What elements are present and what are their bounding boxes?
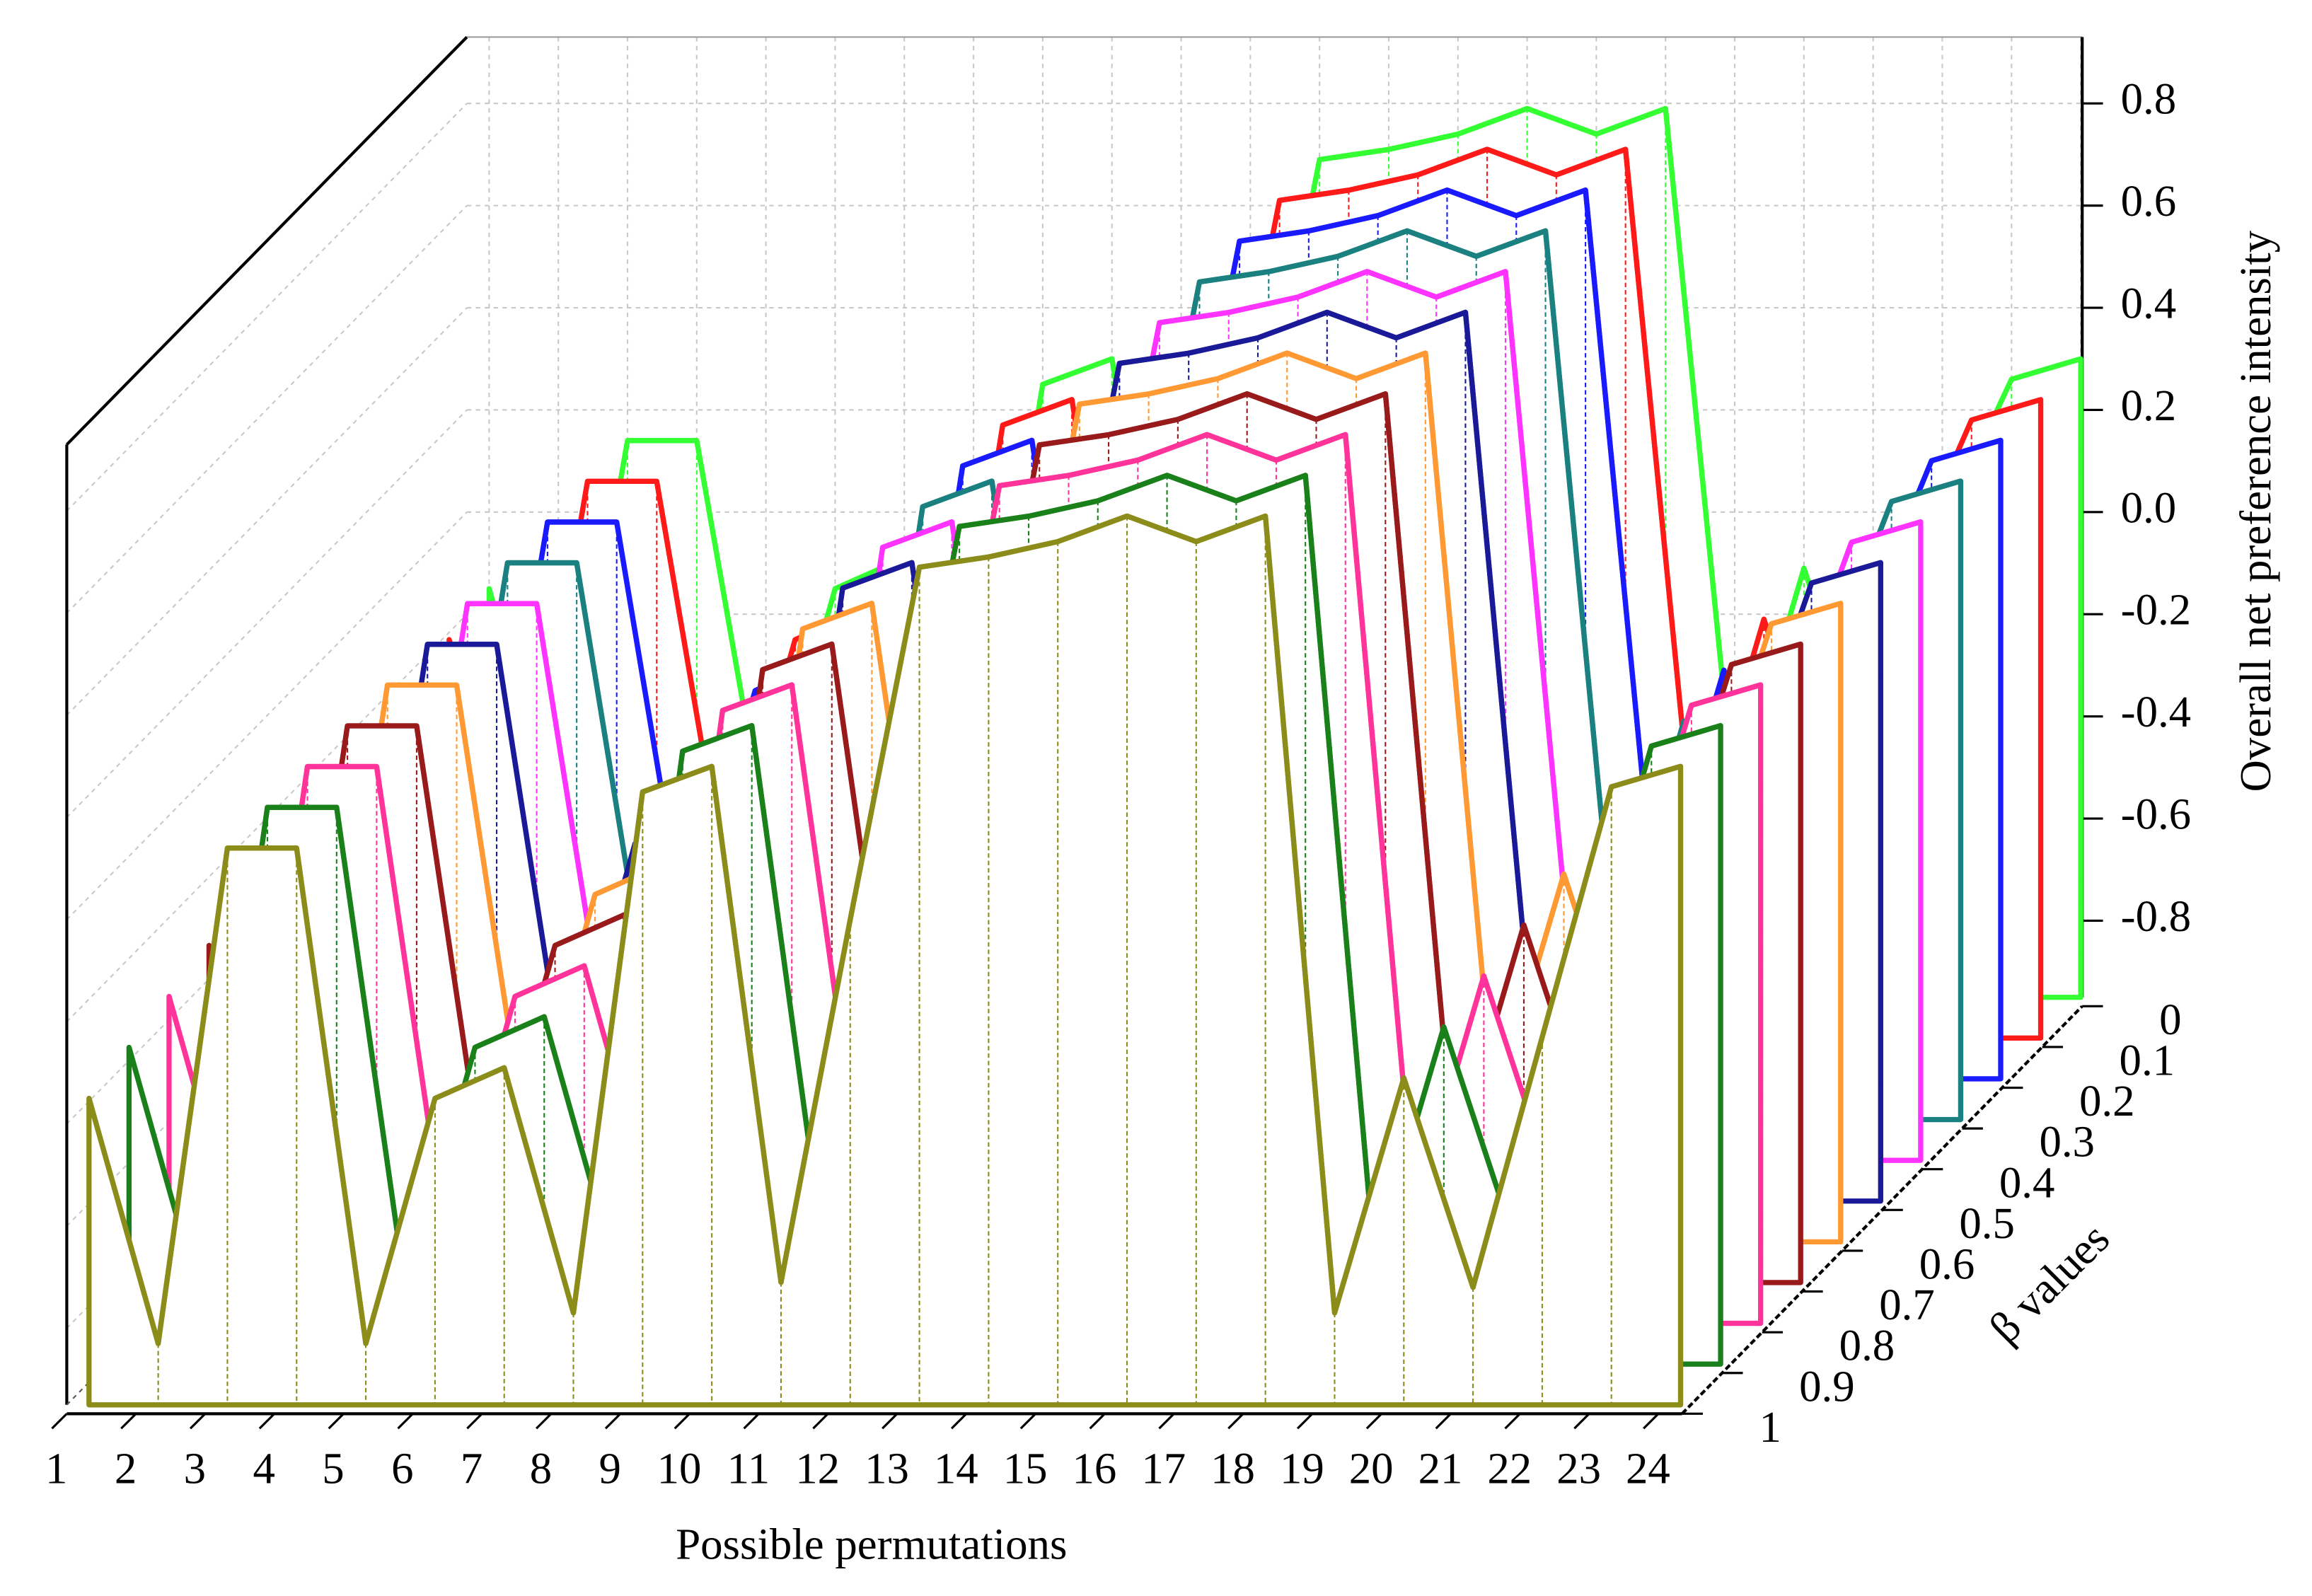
x-tick-label: 23	[1556, 1444, 1601, 1493]
x-tick	[1089, 1413, 1106, 1430]
x-tick	[1227, 1413, 1244, 1430]
x-tick-label: 5	[322, 1444, 344, 1493]
depth-tick-label: 0.4	[1999, 1157, 2055, 1207]
series-line	[86, 513, 1682, 1346]
x-axis-title: Possible permutations	[676, 1519, 1067, 1568]
x-tick-label: 2	[115, 1444, 137, 1493]
x-tick	[1019, 1413, 1036, 1430]
z-tick-label: -0.6	[2121, 789, 2191, 838]
x-tick	[674, 1413, 690, 1430]
x-tick-label: 12	[795, 1444, 840, 1493]
x-tick	[1573, 1413, 1590, 1430]
x-tick-label: 6	[391, 1444, 413, 1493]
x-tick-label: 15	[1003, 1444, 1048, 1493]
depth-tick-label: 0	[2159, 995, 2181, 1044]
grid-line	[66, 103, 468, 512]
axis-line	[65, 35, 468, 446]
x-tick	[397, 1413, 414, 1430]
x-tick-label: 11	[727, 1444, 770, 1493]
x-tick-label: 9	[599, 1444, 621, 1493]
grid-line	[66, 307, 468, 716]
z-tick-label: -0.4	[2121, 687, 2191, 736]
x-tick	[1643, 1413, 1660, 1430]
z-tick-label: 0.0	[2121, 482, 2177, 532]
x-tick-label: 8	[530, 1444, 552, 1493]
x-tick	[51, 1413, 68, 1430]
grid-line	[66, 409, 468, 819]
x-tick	[1158, 1413, 1175, 1430]
x-tick-label: 7	[461, 1444, 482, 1493]
x-tick-label: 20	[1349, 1444, 1394, 1493]
x-tick	[882, 1413, 898, 1430]
x-tick	[120, 1413, 137, 1430]
x-tick-label: 10	[657, 1444, 702, 1493]
x-tick-label: 22	[1487, 1444, 1532, 1493]
z-tick-label: 0.4	[2121, 278, 2177, 328]
x-tick	[812, 1413, 829, 1430]
depth-tick-label: 0.2	[2079, 1076, 2135, 1126]
z-tick-label: 0.8	[2121, 74, 2177, 124]
depth-tick-label: 0.1	[2120, 1035, 2175, 1085]
depth-tick-label: 0.3	[2039, 1117, 2095, 1167]
x-tick	[743, 1413, 760, 1430]
x-tick-label: 19	[1280, 1444, 1324, 1493]
x-tick	[1504, 1413, 1521, 1430]
x-tick-label: 18	[1210, 1444, 1255, 1493]
x-tick	[1296, 1413, 1314, 1430]
x-tick	[1435, 1413, 1452, 1430]
x-tick	[536, 1413, 553, 1430]
x-tick	[466, 1413, 483, 1430]
x-tick-label: 1	[45, 1444, 67, 1493]
x-tick-label: 14	[934, 1444, 978, 1493]
depth-tick-label: 0.8	[1839, 1321, 1895, 1370]
depth-tick-label: 0.7	[1879, 1280, 1935, 1329]
z-tick-label: -0.8	[2121, 891, 2191, 941]
grid-line	[66, 204, 468, 614]
z-tick-label: 0.6	[2121, 176, 2177, 226]
x-tick-label: 16	[1073, 1444, 1117, 1493]
x-tick-label: 17	[1141, 1444, 1186, 1493]
z-axis-title: Overall net preference intensity	[2231, 230, 2280, 792]
depth-tick-label: 0.5	[1959, 1198, 2015, 1248]
depth-tick-label: 1	[1759, 1402, 1781, 1452]
x-tick	[1365, 1413, 1382, 1430]
depth-tick-label: 0.9	[1799, 1361, 1855, 1411]
x-tick	[950, 1413, 968, 1430]
x-tick-label: 4	[253, 1444, 274, 1493]
depth-tick-label: 0.6	[1919, 1239, 1975, 1288]
grid-line	[66, 511, 468, 920]
z-tick-label: 0.2	[2121, 381, 2177, 430]
x-tick	[258, 1413, 275, 1430]
x-tick	[604, 1413, 622, 1430]
x-tick-label: 24	[1626, 1444, 1670, 1493]
x-tick	[328, 1413, 345, 1430]
x-tick-label: 13	[865, 1444, 909, 1493]
x-tick-label: 21	[1418, 1444, 1463, 1493]
x-tick-label: 3	[184, 1444, 206, 1493]
z-tick-label: -0.2	[2121, 585, 2191, 635]
x-tick	[189, 1413, 207, 1430]
